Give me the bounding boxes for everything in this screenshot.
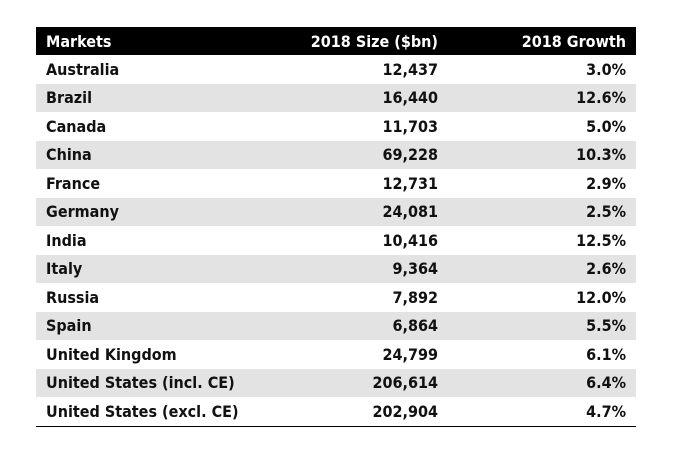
growth-cell: 6.4% [448,368,636,397]
size-cell: 10,416 [276,226,448,255]
market-name-cell: United Kingdom [36,340,276,369]
size-cell: 206,614 [276,368,448,397]
table-row: United States (incl. CE) 206,614 6.4% [36,368,636,397]
size-cell: 7,892 [276,283,448,312]
markets-table-container: Markets 2018 Size ($bn) 2018 Growth Aust… [36,27,636,427]
table-row: Spain 6,864 5.5% [36,311,636,340]
market-name-cell: China [36,140,276,169]
market-name-cell: Brazil [36,83,276,112]
growth-cell: 10.3% [448,140,636,169]
size-cell: 9,364 [276,254,448,283]
size-cell: 16,440 [276,83,448,112]
growth-cell: 2.6% [448,254,636,283]
column-header-growth: 2018 Growth [448,27,636,55]
table-row: Australia 12,437 3.0% [36,55,636,84]
growth-cell: 6.1% [448,340,636,369]
markets-table: Markets 2018 Size ($bn) 2018 Growth Aust… [36,27,636,426]
market-name-cell: Russia [36,283,276,312]
table-row: China 69,228 10.3% [36,140,636,169]
column-header-markets: Markets [36,27,276,55]
size-cell: 12,731 [276,169,448,198]
size-cell: 202,904 [276,397,448,426]
table-row: India 10,416 12.5% [36,226,636,255]
market-name-cell: Spain [36,311,276,340]
table-row: Italy 9,364 2.6% [36,254,636,283]
table-row: United Kingdom 24,799 6.1% [36,340,636,369]
growth-cell: 12.0% [448,283,636,312]
size-cell: 11,703 [276,112,448,141]
growth-cell: 5.0% [448,112,636,141]
size-cell: 6,864 [276,311,448,340]
growth-cell: 2.9% [448,169,636,198]
market-name-cell: India [36,226,276,255]
size-cell: 12,437 [276,55,448,84]
size-cell: 24,799 [276,340,448,369]
market-name-cell: United States (excl. CE) [36,397,276,426]
table-row: Germany 24,081 2.5% [36,197,636,226]
growth-cell: 12.6% [448,83,636,112]
growth-cell: 2.5% [448,197,636,226]
table-row: United States (excl. CE) 202,904 4.7% [36,397,636,426]
market-name-cell: United States (incl. CE) [36,368,276,397]
column-header-size: 2018 Size ($bn) [276,27,448,55]
size-cell: 24,081 [276,197,448,226]
growth-cell: 12.5% [448,226,636,255]
table-header: Markets 2018 Size ($bn) 2018 Growth [36,27,636,55]
growth-cell: 4.7% [448,397,636,426]
header-row: Markets 2018 Size ($bn) 2018 Growth [36,27,636,55]
table-row: Brazil 16,440 12.6% [36,83,636,112]
market-name-cell: Australia [36,55,276,84]
table-body: Australia 12,437 3.0% Brazil 16,440 12.6… [36,55,636,426]
growth-cell: 3.0% [448,55,636,84]
market-name-cell: Italy [36,254,276,283]
table-row: Russia 7,892 12.0% [36,283,636,312]
size-cell: 69,228 [276,140,448,169]
market-name-cell: Germany [36,197,276,226]
market-name-cell: Canada [36,112,276,141]
table-row: France 12,731 2.9% [36,169,636,198]
table-row: Canada 11,703 5.0% [36,112,636,141]
market-name-cell: France [36,169,276,198]
growth-cell: 5.5% [448,311,636,340]
